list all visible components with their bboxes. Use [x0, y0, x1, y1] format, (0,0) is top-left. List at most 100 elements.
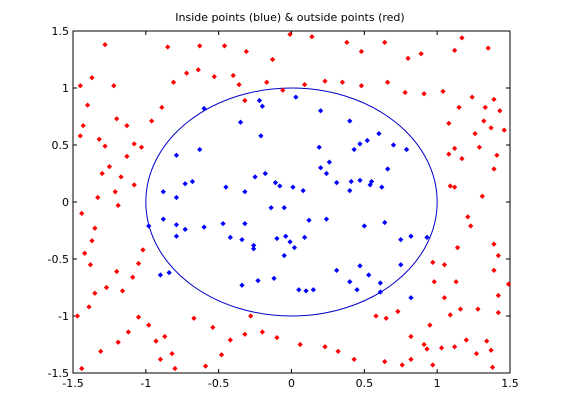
data-point	[242, 331, 248, 337]
data-point	[382, 219, 388, 226]
data-point	[334, 179, 340, 186]
data-point	[170, 79, 177, 85]
data-point	[272, 179, 279, 186]
data-point	[403, 146, 410, 153]
data-point	[344, 39, 350, 46]
data-point	[92, 225, 98, 231]
data-point	[459, 156, 465, 162]
axis-ticks: -1.5 -1 -0.5 0 0.5 1 1.5 -1.5 -1 -0.5 0 0.5 1 1.5	[48, 25, 519, 390]
data-point	[103, 284, 110, 291]
data-point	[472, 130, 478, 137]
data-point	[237, 119, 244, 125]
data-point	[347, 187, 353, 194]
data-point	[262, 170, 268, 177]
data-point	[210, 324, 216, 331]
data-point	[230, 72, 236, 79]
data-point	[465, 214, 471, 220]
data-point	[84, 102, 91, 108]
data-point	[452, 47, 458, 54]
data-point	[106, 164, 113, 170]
data-point	[281, 252, 287, 259]
data-point	[269, 56, 276, 63]
data-point	[385, 79, 391, 85]
x-tick-label: 1.5	[501, 377, 519, 390]
series-0	[146, 94, 430, 301]
data-point	[165, 44, 171, 50]
y-tick-label: -0.5	[48, 253, 69, 266]
data-point	[395, 308, 401, 315]
data-point	[290, 184, 296, 190]
data-point	[201, 105, 207, 112]
data-point	[115, 339, 121, 345]
data-point	[202, 363, 209, 369]
data-point	[334, 267, 340, 274]
data-point	[326, 159, 332, 165]
data-point	[495, 252, 501, 259]
data-point	[335, 348, 341, 354]
data-point	[377, 289, 383, 295]
data-point	[318, 108, 324, 114]
data-point	[501, 127, 507, 133]
data-point	[131, 141, 137, 147]
data-point	[102, 42, 108, 48]
data-point	[138, 144, 145, 150]
data-point	[309, 34, 315, 40]
plot-area	[72, 30, 511, 374]
data-point	[377, 280, 383, 286]
data-point	[476, 144, 483, 150]
data-point	[376, 130, 382, 137]
x-tick-label: -0.5	[208, 377, 229, 390]
data-point	[364, 137, 370, 144]
data-point	[99, 170, 105, 177]
data-point	[456, 104, 462, 111]
data-point	[82, 250, 88, 256]
data-point	[149, 118, 155, 124]
data-point	[408, 333, 414, 340]
data-point	[182, 226, 188, 232]
data-point	[382, 39, 388, 46]
data-point	[441, 262, 448, 268]
data-point	[248, 313, 254, 319]
data-point	[368, 178, 375, 185]
data-point	[252, 174, 258, 180]
data-point	[300, 187, 306, 194]
data-point	[118, 174, 124, 180]
data-point	[318, 165, 324, 171]
data-point	[463, 337, 469, 343]
x-tick-label: 0	[288, 377, 295, 390]
data-point	[274, 235, 280, 242]
data-point	[379, 184, 385, 190]
x-tick-label: -1.5	[62, 377, 83, 390]
data-point	[197, 43, 203, 49]
data-point	[242, 189, 248, 195]
data-point	[89, 238, 95, 244]
data-point	[296, 287, 302, 293]
data-point	[418, 51, 424, 57]
data-point	[264, 79, 270, 85]
data-point	[408, 295, 414, 301]
data-point	[358, 83, 365, 89]
data-point	[125, 329, 131, 335]
data-point	[291, 244, 298, 251]
data-point	[236, 81, 242, 88]
data-point	[447, 183, 453, 189]
data-point	[274, 335, 280, 341]
data-point	[227, 234, 233, 240]
data-point	[218, 352, 225, 358]
points-layer	[74, 31, 512, 372]
data-point	[301, 234, 308, 240]
data-point	[316, 144, 322, 150]
y-tick-label: 1	[62, 82, 69, 95]
data-point	[287, 31, 293, 38]
data-point	[421, 341, 427, 348]
data-point	[446, 151, 452, 157]
data-point	[484, 338, 490, 344]
y-tick-label: 1.5	[52, 25, 70, 38]
data-point	[438, 345, 445, 351]
data-point	[421, 91, 427, 97]
data-point	[357, 141, 363, 147]
y-tick-label: -1.5	[48, 367, 69, 380]
data-point	[431, 279, 437, 285]
data-point	[221, 43, 228, 49]
data-point	[157, 356, 164, 362]
